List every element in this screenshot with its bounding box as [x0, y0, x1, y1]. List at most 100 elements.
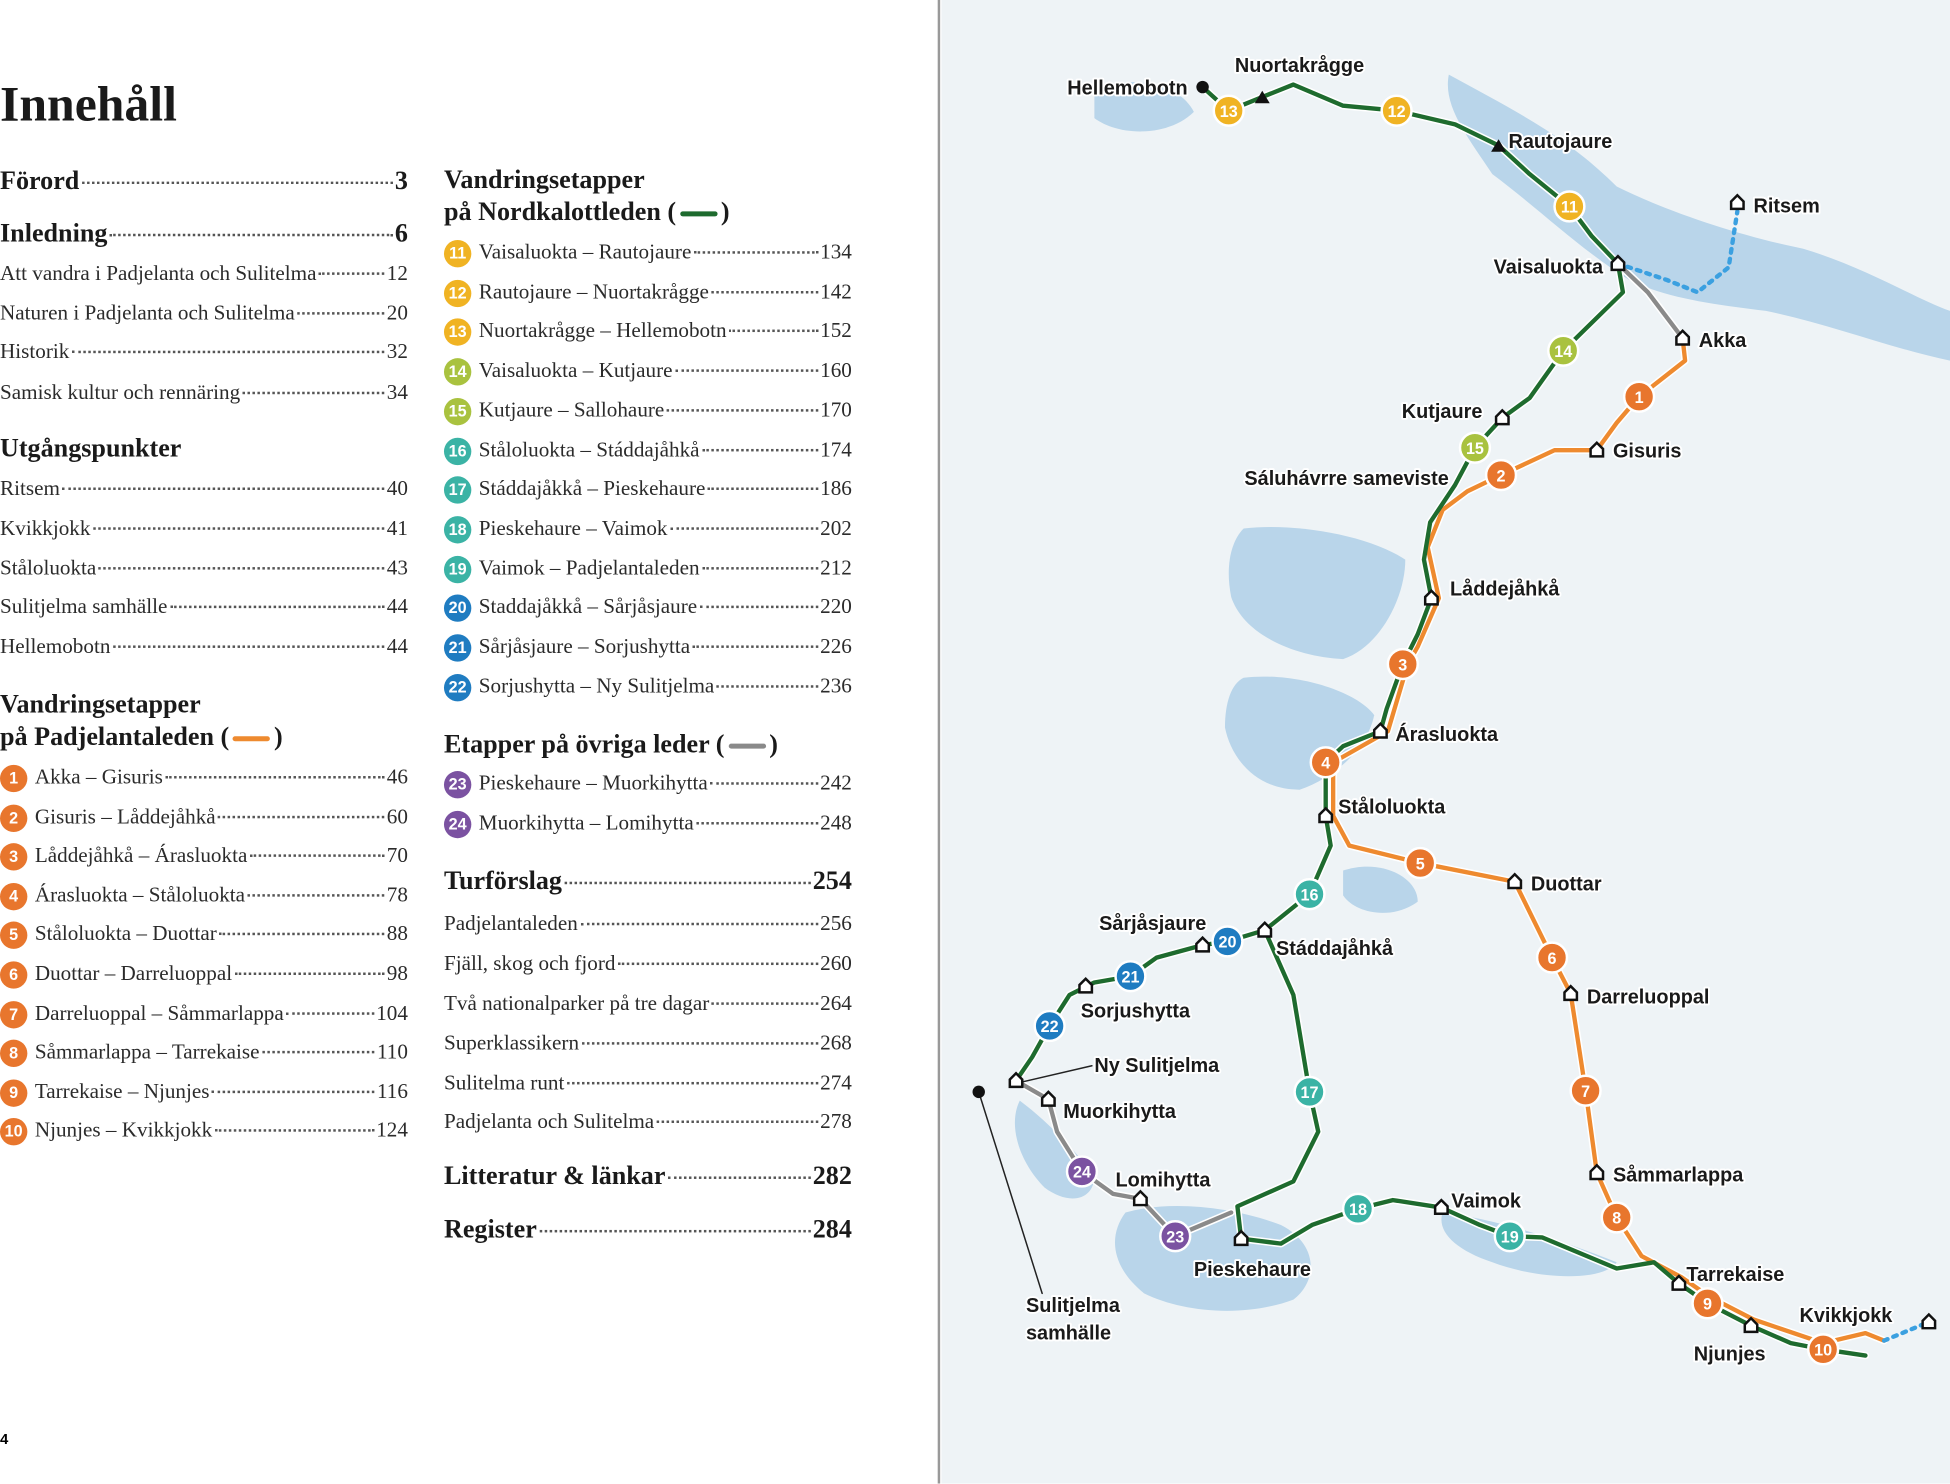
- entry-text: Akka – Gisuris: [34, 764, 163, 789]
- heading-text: Utgångspunkter: [0, 432, 182, 463]
- entry-text: Inledning: [0, 217, 108, 248]
- section-heading: Vandringsetapper på Padjelantaleden (): [0, 688, 283, 753]
- entry-text: Rautojaure – Nuortakrågge: [478, 279, 709, 304]
- heading-text: Vandringsetapper: [443, 164, 645, 195]
- toc-entry: 7 Darreluoppal – Såmmarlappa 104: [0, 1000, 408, 1028]
- toc-entry: Sulitjelma samhälle 44: [0, 594, 408, 619]
- stage-badge: 13: [443, 318, 472, 347]
- toc-entry: 4 Árasluokta – Ståloluokta 78: [0, 882, 408, 911]
- stage-badge: [1341, 1192, 1375, 1225]
- leader: [219, 933, 385, 936]
- stage-badge: 15: [443, 397, 472, 426]
- entry-text: Naturen i Padjelanta och Sulitelma: [0, 300, 295, 325]
- entry-text: Att vandra i Padjelanta och Sulitelma: [0, 261, 317, 285]
- hut-icon: [1507, 872, 1523, 890]
- leader: [112, 645, 385, 648]
- entry-text: Padjelantaleden: [443, 911, 578, 936]
- leader: [109, 233, 393, 237]
- lakes: [1014, 74, 1950, 1311]
- route: [1615, 209, 1740, 295]
- entry-page: 256: [820, 911, 852, 936]
- stage-number: 20: [1218, 934, 1236, 952]
- lake: [1228, 526, 1406, 660]
- toc-entry: 20 Staddajåkkå – Sårjåsjaure 220: [443, 594, 852, 623]
- hut-icon: [1743, 1316, 1759, 1334]
- entry-text: Vaisaluokta – Kutjaure: [478, 358, 673, 382]
- title: Innehåll: [0, 75, 177, 132]
- stage-number: 2: [1497, 467, 1506, 485]
- hut-icon: [1494, 408, 1510, 426]
- stage-number: 4: [1321, 755, 1330, 773]
- stage-badge: [1493, 1219, 1526, 1253]
- route-swatch: [728, 743, 766, 749]
- heading-text: på Padjelantaleden (: [0, 721, 230, 752]
- stage-badge: [1293, 877, 1326, 911]
- entry-page: 254: [812, 865, 852, 896]
- entry-text: Kvikkjokk: [0, 516, 91, 540]
- entry-text: Förord: [0, 165, 80, 196]
- entry-text: Njunjes – Kvikkjokk: [34, 1118, 213, 1143]
- entry-text: Låddejåhkå – Árasluokta: [34, 843, 248, 868]
- entry-page: 70: [386, 843, 408, 868]
- leader: [580, 922, 818, 926]
- entry-page: 212: [820, 555, 852, 580]
- entry-page: 220: [820, 594, 852, 619]
- hut-icon: [1589, 440, 1605, 458]
- leader: [699, 606, 818, 609]
- stage-number: 1: [1635, 389, 1644, 407]
- leader: [716, 684, 818, 688]
- entry-page: 124: [376, 1118, 408, 1143]
- stage-number: 7: [1581, 1083, 1590, 1101]
- hut-icon: [1132, 1189, 1148, 1207]
- place-label: Vaimok: [1451, 1191, 1522, 1213]
- entry-text: Historik: [0, 339, 70, 364]
- place-label: Tarrekaise: [1686, 1264, 1784, 1286]
- place-label: Gisuris: [1613, 441, 1682, 463]
- stage-number: 13: [1220, 103, 1238, 121]
- leader: [234, 972, 385, 975]
- stage-badge: [1535, 941, 1569, 974]
- place-label: Låddejåhkå: [1450, 578, 1560, 601]
- toc-entry: 16 Ståloluokta – Stáddajåhkå 174: [443, 437, 852, 465]
- entry-page: 98: [386, 961, 408, 985]
- stage-badge: 21: [443, 634, 472, 662]
- leader: [617, 962, 818, 966]
- stage-number: 9: [1703, 1296, 1712, 1314]
- entry-text: Duottar – Darreluoppal: [34, 961, 233, 985]
- entry-text: Två nationalparker på tre dagar: [443, 991, 710, 1015]
- entry-page: 32: [386, 339, 408, 364]
- entry-text: Padjelanta och Sulitelma: [443, 1109, 655, 1133]
- stage-number: 14: [1554, 343, 1572, 361]
- leader: [81, 181, 393, 185]
- toc-entry: Fjäll, skog och fjord 260: [444, 951, 852, 976]
- stage-number: 21: [1121, 968, 1139, 986]
- place-label: Darreluoppal: [1587, 987, 1710, 1009]
- place-label: Kvikkjokk: [1800, 1305, 1894, 1327]
- leader: [165, 776, 385, 779]
- route-swatch: [185, 448, 222, 453]
- leader: [98, 567, 385, 570]
- stage-badge: 9: [0, 1079, 28, 1107]
- page-number: 4: [0, 1430, 9, 1448]
- hut-icon: [1040, 1090, 1056, 1107]
- toc-entry: 22 Sorjushytta – Ny Sulitjelma 236: [443, 673, 852, 702]
- entry-text: Såmmarlappa – Tarrekaise: [34, 1039, 260, 1064]
- entry-text: Muorkihytta – Lomihytta: [478, 810, 694, 835]
- toc-entry: 18 Pieskehaure – Vaimok 202: [443, 515, 852, 544]
- toc-entry: 23 Pieskehaure – Muorkihytta 242: [443, 771, 852, 799]
- toc-entry: 8 Såmmarlappa – Tarrekaise 110: [0, 1039, 408, 1068]
- toc-entry: 5 Ståloluokta – Duottar 88: [0, 922, 408, 950]
- toc-entry: Att vandra i Padjelanta och Sulitelma 12: [0, 261, 408, 286]
- toc-entry: 10 Njunjes – Kvikkjokk 124: [0, 1118, 408, 1146]
- place-label: Ståloluokta: [1338, 795, 1446, 818]
- stage-number: 10: [1814, 1342, 1832, 1360]
- leader: [211, 1090, 375, 1093]
- stage-badge: 11: [443, 240, 472, 268]
- entry-text: Darreluoppal – Såmmarlappa: [34, 1000, 284, 1025]
- toc-entry: 15 Kutjaure – Sallohaure 170: [443, 397, 852, 426]
- route: [1013, 82, 1626, 1083]
- toc-entry: 11 Vaisaluokta – Rautojaure 134: [443, 240, 852, 268]
- leader: [692, 645, 818, 648]
